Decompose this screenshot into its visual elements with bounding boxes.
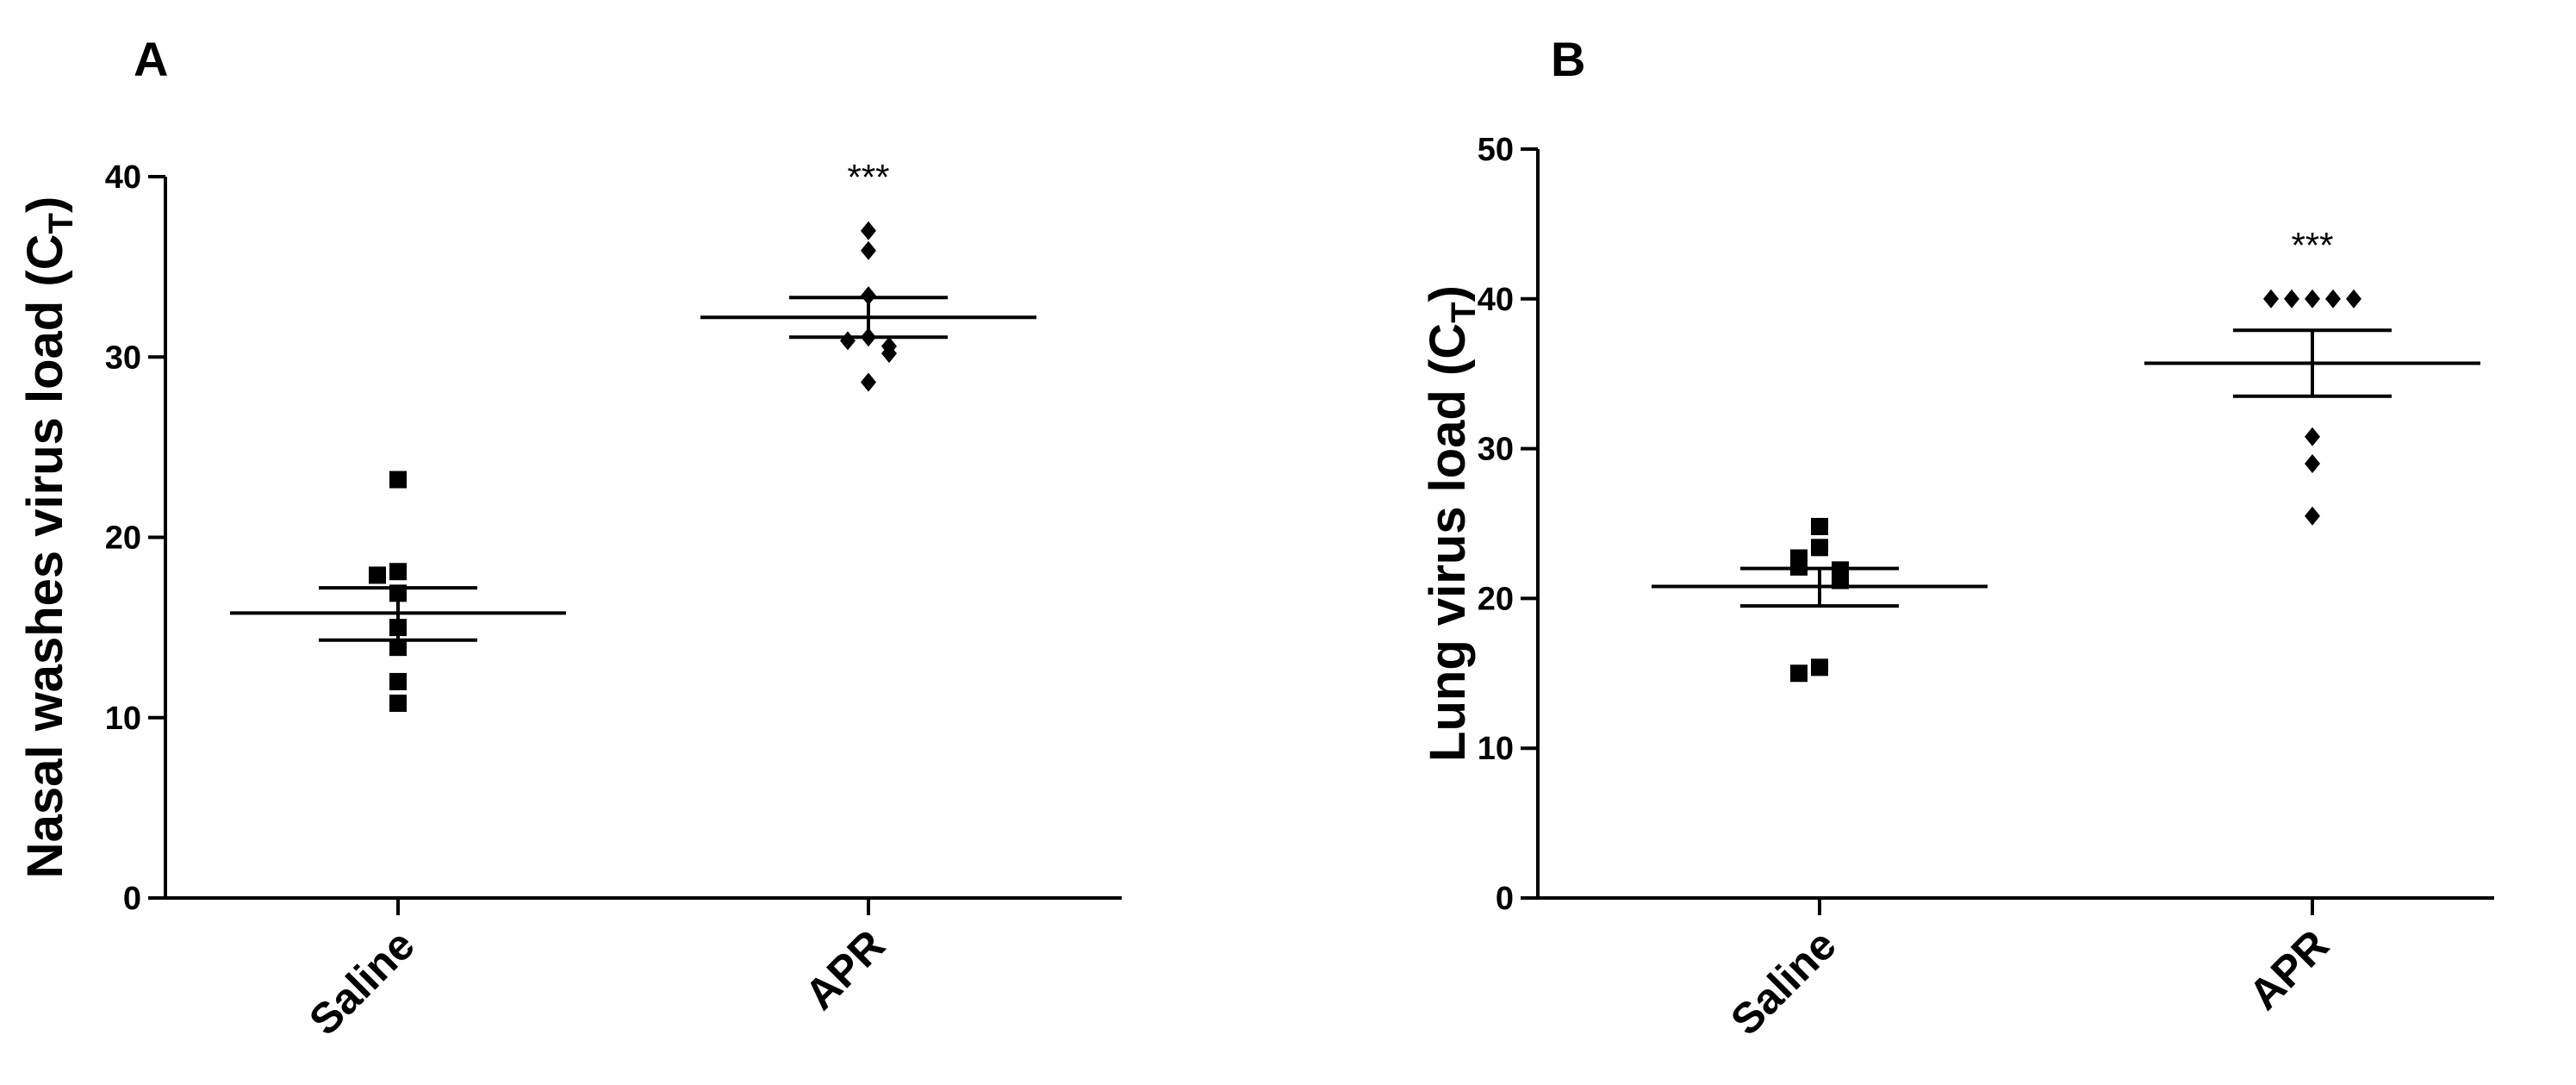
y-tick-label: 40 <box>105 159 141 196</box>
data-point-square <box>389 563 407 581</box>
data-point-square <box>1832 571 1849 589</box>
data-point-square <box>389 619 407 637</box>
x-category-label: APR <box>2240 920 2338 1019</box>
data-point-diamond <box>861 240 876 260</box>
data-point-square <box>389 695 407 713</box>
data-point-square <box>1790 558 1808 576</box>
y-tick-label: 0 <box>1496 881 1514 917</box>
y-axis-label: Lung virus load (CT) <box>1420 285 1483 762</box>
y-tick-label: 0 <box>123 881 141 917</box>
data-point-diamond <box>861 327 876 347</box>
data-point-diamond <box>861 286 876 306</box>
panel-label: B <box>1551 32 1585 86</box>
y-tick-label: 20 <box>105 521 141 557</box>
y-axis-label: Nasal washes virus load (CT) <box>17 196 80 879</box>
significance-marker: *** <box>847 157 889 197</box>
data-point-diamond <box>2305 289 2320 309</box>
panel-b: B 0 10 20 30 40 50 Lung virus load (CT) Saline AP… <box>1420 32 2494 1044</box>
data-point-diamond <box>861 372 876 392</box>
data-point-square <box>389 471 407 489</box>
data-point-square <box>389 584 407 602</box>
data-point-square <box>1811 517 1828 535</box>
y-tick-label: 10 <box>105 701 141 737</box>
x-category-label: Saline <box>300 920 424 1044</box>
data-point-diamond <box>861 221 876 240</box>
x-category-label: Saline <box>1721 920 1845 1044</box>
data-point-diamond <box>2263 289 2279 309</box>
data-point-square <box>369 566 386 584</box>
data-point-diamond <box>881 344 897 364</box>
data-point-diamond <box>2346 289 2361 309</box>
data-point-square <box>389 672 407 690</box>
y-tick-label: 30 <box>1478 432 1514 468</box>
data-point-diamond <box>2325 289 2341 309</box>
y-tick-label: 20 <box>1478 581 1514 617</box>
data-point-square <box>1790 664 1808 683</box>
y-tick-label: 50 <box>1478 132 1514 168</box>
y-tick-label: 30 <box>105 340 141 376</box>
data-point-diamond <box>2305 506 2320 526</box>
panel-a: A 0 10 20 30 40 Nasal washes virus load (CT) Sa… <box>17 32 1122 1044</box>
data-point-diamond <box>2284 289 2299 309</box>
x-category-label: APR <box>796 920 894 1019</box>
data-point-square <box>1811 658 1828 677</box>
data-point-square <box>389 639 407 657</box>
y-tick-label: 10 <box>1478 731 1514 767</box>
data-point-diamond <box>2305 453 2320 473</box>
panel-label: A <box>134 32 168 86</box>
data-point-diamond <box>2305 427 2320 446</box>
data-point-diamond <box>840 331 856 351</box>
significance-marker: *** <box>2291 225 2333 265</box>
data-point-square <box>1811 539 1828 557</box>
y-tick-label: 40 <box>1478 282 1514 318</box>
